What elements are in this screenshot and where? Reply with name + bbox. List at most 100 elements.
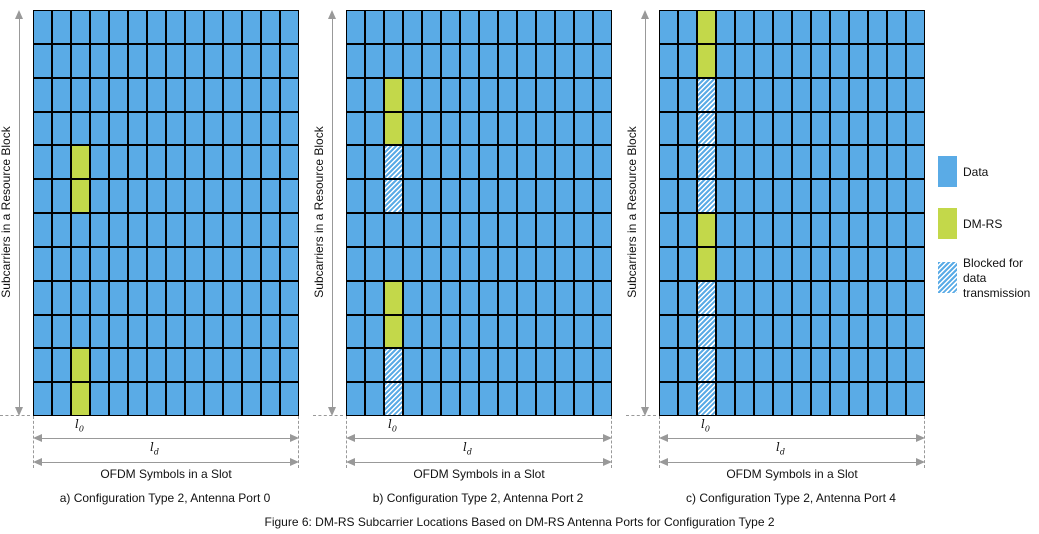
cell-data	[423, 146, 440, 179]
cell-data	[660, 281, 677, 314]
cell-dmrs	[385, 78, 402, 111]
cell-data	[774, 78, 791, 111]
cell-data	[869, 247, 886, 280]
cell-data	[736, 11, 753, 43]
cell-data	[110, 112, 127, 145]
cell-data	[34, 349, 51, 382]
cell-data	[660, 44, 677, 77]
cell-data	[660, 78, 677, 111]
cell-data	[205, 180, 222, 212]
x-axis-label: OFDM Symbols in a Slot	[726, 467, 858, 481]
cell-blocked	[698, 112, 715, 145]
cell-data	[442, 349, 459, 382]
cell-data	[774, 44, 791, 77]
cell-dmrs	[72, 383, 89, 415]
cell-blocked	[698, 383, 715, 415]
cell-data	[869, 281, 886, 314]
cell-data	[53, 180, 70, 212]
cell-data	[423, 315, 440, 348]
cell-data	[556, 315, 573, 348]
cell-data	[281, 11, 298, 43]
cell-data	[442, 315, 459, 348]
cell-data	[281, 315, 298, 348]
x-axis-arrow	[33, 458, 299, 466]
cell-data	[556, 112, 573, 145]
cell-data	[831, 315, 848, 348]
cell-data	[423, 349, 440, 382]
cell-data	[774, 315, 791, 348]
cell-blocked	[698, 78, 715, 111]
cell-data	[480, 11, 497, 43]
cell-data	[442, 247, 459, 280]
cell-data	[575, 78, 592, 111]
cell-data	[499, 44, 516, 77]
cell-blocked	[698, 349, 715, 382]
cell-data	[366, 112, 383, 145]
cell-dmrs	[385, 112, 402, 145]
cell-data	[575, 11, 592, 43]
cell-data	[850, 281, 867, 314]
cell-data	[167, 78, 184, 111]
cell-data	[186, 214, 203, 246]
cell-data	[774, 112, 791, 145]
cell-data	[262, 180, 279, 212]
cell-data	[366, 349, 383, 382]
cell-data	[480, 315, 497, 348]
cell-data	[556, 349, 573, 382]
cell-data	[148, 247, 165, 280]
cell-data	[717, 247, 734, 280]
cell-data	[205, 247, 222, 280]
cell-data	[224, 11, 241, 43]
cell-data	[423, 383, 440, 415]
cell-data	[167, 146, 184, 179]
cell-data	[537, 281, 554, 314]
cell-data	[575, 112, 592, 145]
cell-data	[736, 247, 753, 280]
cell-data	[167, 112, 184, 145]
cell-data	[243, 383, 260, 415]
cell-data	[243, 112, 260, 145]
cell-data	[281, 214, 298, 246]
cell-data	[243, 44, 260, 77]
cell-data	[717, 180, 734, 212]
cell-data	[850, 180, 867, 212]
cell-blocked	[385, 146, 402, 179]
cell-data	[679, 247, 696, 280]
cell-data	[812, 112, 829, 145]
cell-data	[224, 281, 241, 314]
cell-data	[556, 383, 573, 415]
cell-data	[385, 214, 402, 246]
cell-data	[366, 315, 383, 348]
cell-data	[869, 180, 886, 212]
cell-data	[556, 11, 573, 43]
cell-data	[774, 383, 791, 415]
cell-data	[717, 112, 734, 145]
cell-data	[480, 180, 497, 212]
legend-label: Blocked for data transmission	[963, 256, 1031, 300]
cell-data	[480, 146, 497, 179]
cell-data	[594, 180, 611, 212]
panel-1: Subcarriers in a Resource Block l0 ld OF…	[312, 0, 623, 510]
cell-data	[537, 44, 554, 77]
cell-data	[347, 112, 364, 145]
cell-data	[385, 247, 402, 280]
cell-data	[888, 383, 905, 415]
cell-data	[404, 214, 421, 246]
legend-swatch-dmrs	[938, 208, 957, 239]
cell-data	[480, 247, 497, 280]
y-axis-label: Subcarriers in a Resource Block	[312, 126, 326, 298]
cell-data	[575, 146, 592, 179]
cell-data	[148, 315, 165, 348]
cell-data	[262, 78, 279, 111]
cell-data	[281, 180, 298, 212]
cell-data	[774, 247, 791, 280]
cell-data	[347, 11, 364, 43]
legend-label: Data	[963, 165, 989, 179]
cell-data	[224, 383, 241, 415]
cell-data	[72, 281, 89, 314]
cell-data	[53, 247, 70, 280]
cell-data	[385, 44, 402, 77]
cell-data	[907, 383, 924, 415]
cell-data	[129, 112, 146, 145]
cell-data	[34, 112, 51, 145]
